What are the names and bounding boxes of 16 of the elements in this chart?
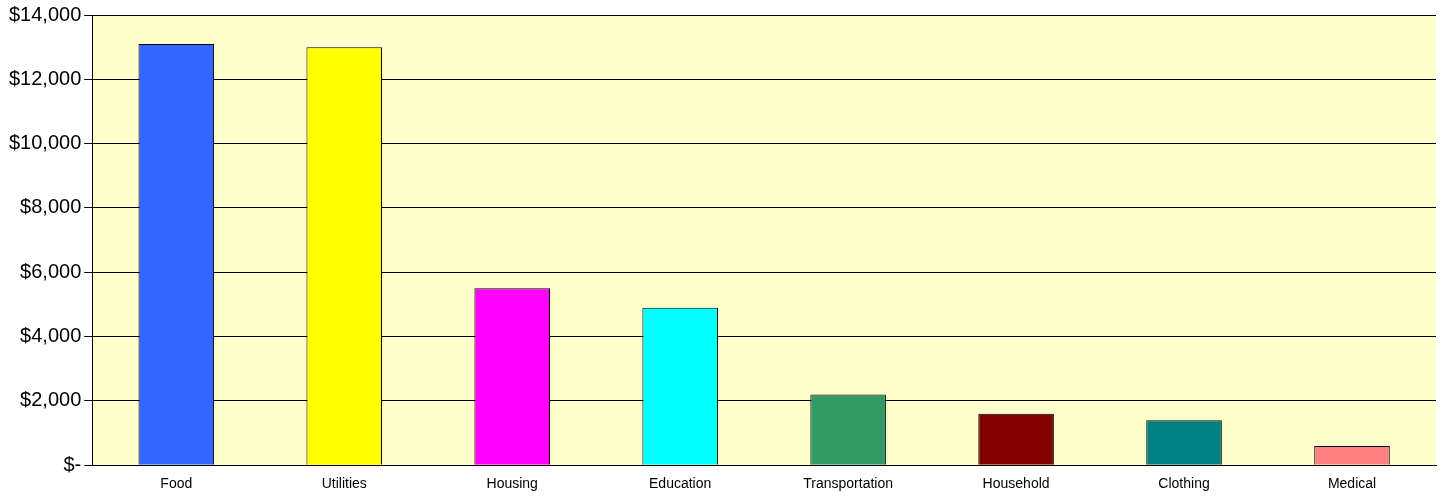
x-tick-label: Education <box>649 475 712 492</box>
y-tick-label: $12,000 <box>9 66 82 89</box>
y-tick-label: $8,000 <box>20 195 82 218</box>
x-tick-label: Housing <box>486 475 538 492</box>
y-tick-label: $6,000 <box>20 259 82 282</box>
y-tick-label: $14,000 <box>9 2 82 25</box>
y-tick-label: $- <box>63 452 82 475</box>
x-tick-label: Utilities <box>321 475 367 492</box>
x-tick-label: Clothing <box>1158 475 1210 492</box>
x-tick-label: Food <box>160 475 193 492</box>
y-tick-label: $4,000 <box>20 324 82 347</box>
x-tick-label: Household <box>982 475 1050 492</box>
x-tick-label: Transportation <box>803 475 893 492</box>
x-tick-label: Medical <box>1327 475 1377 492</box>
y-tick-label: $2,000 <box>20 388 82 411</box>
y-tick-label: $10,000 <box>9 131 82 154</box>
